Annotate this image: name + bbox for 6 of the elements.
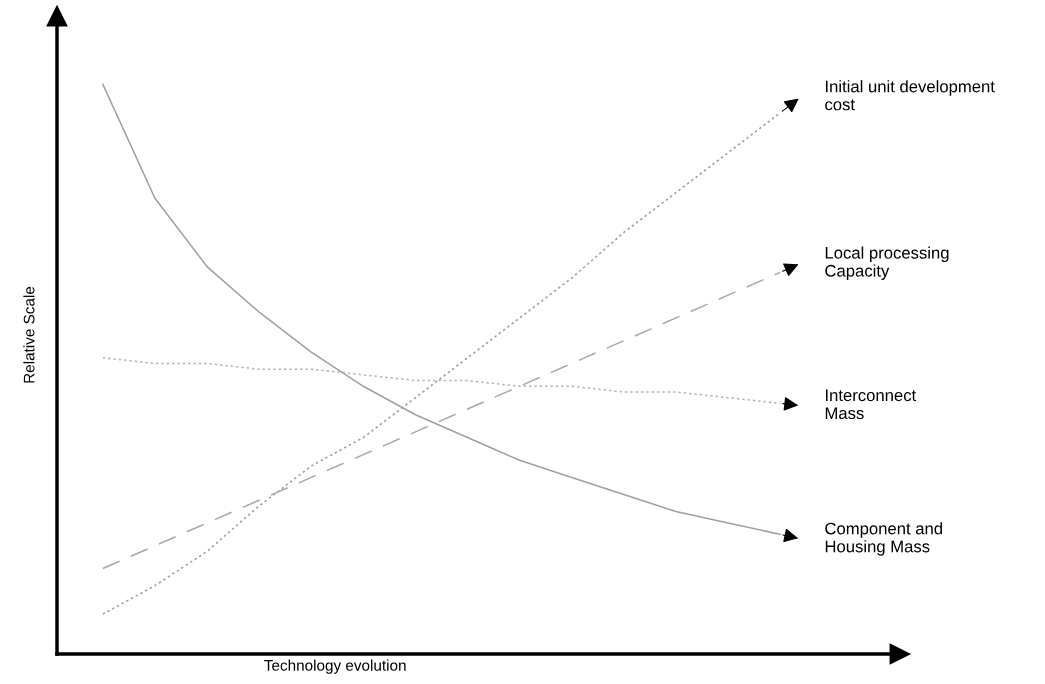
text: Local processing Capacity [825,246,949,280]
text: Initial unit development cost [825,80,995,111]
text: Component and Housing Mass [825,522,942,556]
text: Interconnect Mass [825,389,917,420]
y-axis-title: Relative Scale [23,286,35,383]
x-axis-title: Technology evolution [264,659,406,674]
